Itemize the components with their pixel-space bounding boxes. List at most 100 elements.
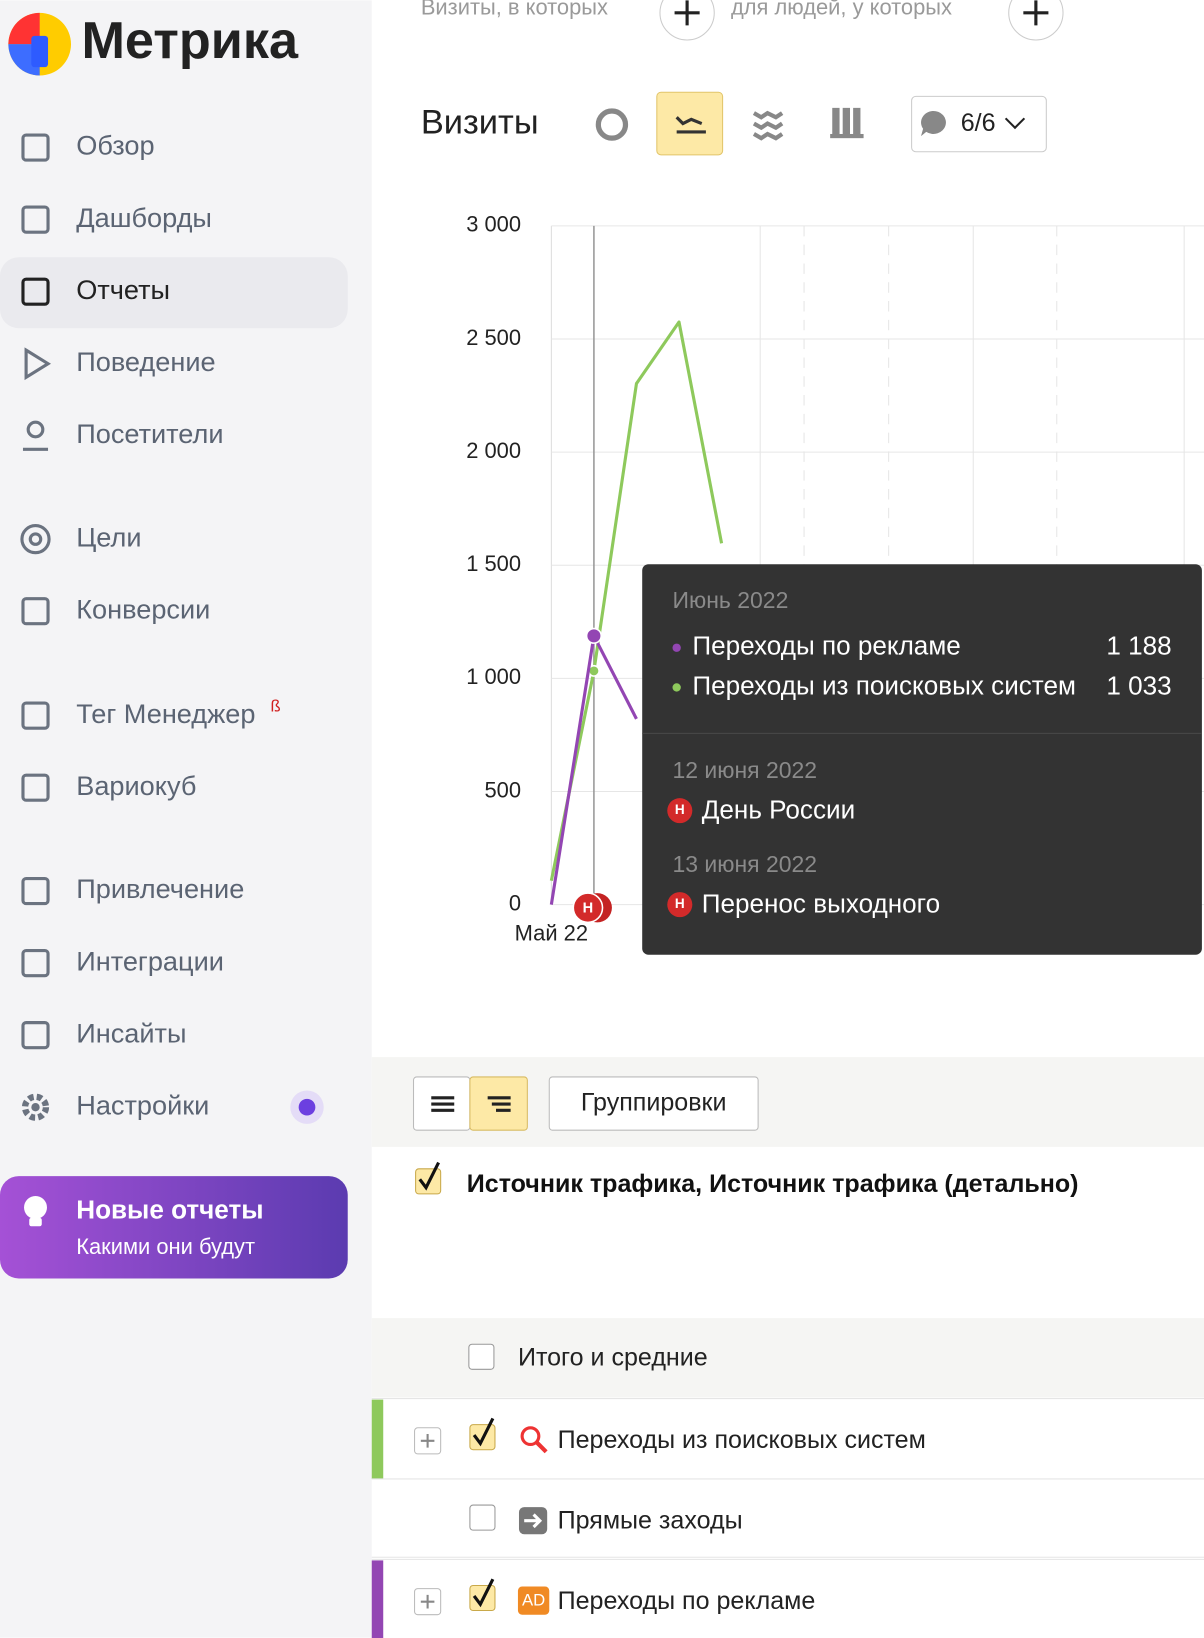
total-row <box>371 1318 1204 1398</box>
chart-title: Визиты <box>421 104 539 142</box>
event-icon <box>667 798 693 824</box>
dimensions-header: Источник трафика, Источник трафика (дета… <box>467 1170 1079 1198</box>
promo-card[interactable] <box>0 1176 348 1279</box>
table: Группировки Источник трафика, Источник тр… <box>371 1057 1204 1638</box>
icon-shape <box>21 205 50 234</box>
y-tick-label: 1 500 <box>466 551 521 576</box>
icon-shape <box>21 133 50 162</box>
bar-button[interactable] <box>830 107 864 139</box>
checkbox[interactable] <box>468 1343 495 1370</box>
event-date: 12 июня 2022 <box>672 757 817 783</box>
expand-icon <box>420 1594 435 1609</box>
line-button[interactable] <box>656 91 724 156</box>
nav-item[interactable]: Конверсии <box>76 593 210 624</box>
total-label: Итого и средние <box>518 1343 708 1371</box>
nav-item[interactable]: Цели <box>76 521 141 552</box>
nav-icon <box>21 876 50 906</box>
icon-shape <box>21 597 50 626</box>
tooltip-value: 1 033 <box>1106 670 1171 700</box>
row-label: Прямые заходы <box>558 1506 743 1534</box>
icon-shape <box>31 1103 40 1112</box>
nav-item[interactable]: Тег Менеджер <box>76 698 255 729</box>
search-icon-handle <box>535 1440 548 1454</box>
area-button[interactable] <box>752 110 784 141</box>
event-name: Перенос выходного <box>702 889 940 919</box>
checkmark <box>472 1578 495 1608</box>
nav-icon <box>21 949 50 978</box>
nav-item[interactable]: Интеграции <box>76 945 224 976</box>
tooltip-series: Переходы по рекламе <box>692 631 960 661</box>
notes-button[interactable] <box>911 95 1047 153</box>
filter-label: для людей, у которых <box>731 0 952 19</box>
search-icon <box>520 1426 541 1447</box>
nav-icon <box>21 701 50 730</box>
nav: Обзор Дашборды Отчеты Поведение Посетители Це… <box>20 130 324 1124</box>
nav-icon <box>21 205 50 234</box>
expand-icon <box>420 1434 435 1448</box>
nav-item[interactable]: Дашборды <box>76 202 212 233</box>
promo-title: Новые отчеты <box>76 1195 263 1225</box>
nav-icon <box>21 773 50 802</box>
y-tick-label: 1 000 <box>466 664 521 689</box>
nav-item[interactable]: Отчеты <box>76 274 170 305</box>
groupings-label: Группировки <box>581 1089 727 1117</box>
filter-label: Визиты, в которых <box>421 0 608 19</box>
nav-item[interactable]: Посетители <box>76 418 223 449</box>
event-marker-label: Н <box>583 901 594 917</box>
icon-shape <box>20 524 51 555</box>
tree-icon <box>487 1096 511 1112</box>
event-icon <box>667 892 693 918</box>
promo-icon <box>24 1195 47 1227</box>
x-tick-label: Май 22 <box>515 921 588 946</box>
logo: Метрика <box>81 12 299 70</box>
event-name: День России <box>702 795 855 825</box>
nav-item[interactable]: Вариокуб <box>76 770 196 801</box>
nav-item[interactable]: Обзор <box>76 130 154 161</box>
checkbox[interactable] <box>469 1504 496 1531</box>
plus-icon <box>674 0 700 26</box>
icon-shape <box>21 277 50 306</box>
nav-item[interactable]: Настройки <box>76 1089 209 1120</box>
pie-button[interactable] <box>595 108 629 141</box>
hover-point <box>585 627 602 644</box>
icon-shape <box>21 949 50 978</box>
ad-icon <box>517 1586 550 1615</box>
icon-shape <box>24 347 52 381</box>
nav-icon <box>21 597 50 626</box>
y-tick-label: 2 000 <box>466 438 521 463</box>
nav-badge: ß <box>270 697 280 716</box>
groupings-button[interactable] <box>548 1076 759 1131</box>
event-icon-label: Н <box>675 802 685 817</box>
icon-shape <box>26 420 45 439</box>
checkmark <box>418 1161 440 1191</box>
notes-count: 6/6 <box>961 109 996 137</box>
icon-shape <box>21 876 50 906</box>
y-tick-label: 3 000 <box>466 212 521 237</box>
notes-icon <box>921 110 946 137</box>
nav-icon <box>21 133 50 162</box>
icon-shape <box>21 1021 50 1050</box>
tooltip-dot <box>672 683 681 692</box>
row-label: Переходы из поисковых систем <box>558 1426 926 1454</box>
icon-shape <box>21 773 50 802</box>
row-color-bar <box>371 1399 384 1479</box>
promo-subtitle: Какими они будут <box>76 1234 255 1259</box>
tooltip-box <box>642 564 1202 955</box>
tooltip-series: Переходы из поисковых систем <box>692 670 1076 700</box>
line-icon <box>675 116 706 134</box>
nav-item[interactable]: Инсайты <box>76 1017 186 1048</box>
tooltip: Июнь 2022 Переходы по рекламе 1 188 Переход… <box>642 564 1202 955</box>
tooltip-dot <box>672 643 681 652</box>
notification-dot <box>298 1098 316 1116</box>
event-marker <box>572 892 604 924</box>
nav-item[interactable]: Поведение <box>76 346 215 377</box>
nav-active <box>0 257 348 329</box>
ad-icon-label: AD <box>522 1591 545 1610</box>
list-icon <box>431 1096 455 1112</box>
icon-shape <box>21 1093 50 1121</box>
tooltip-title: Июнь 2022 <box>672 587 788 613</box>
nav-item[interactable]: Привлечение <box>76 873 244 904</box>
event-icon-label: Н <box>675 896 685 911</box>
y-tick-label: 0 <box>509 890 521 915</box>
